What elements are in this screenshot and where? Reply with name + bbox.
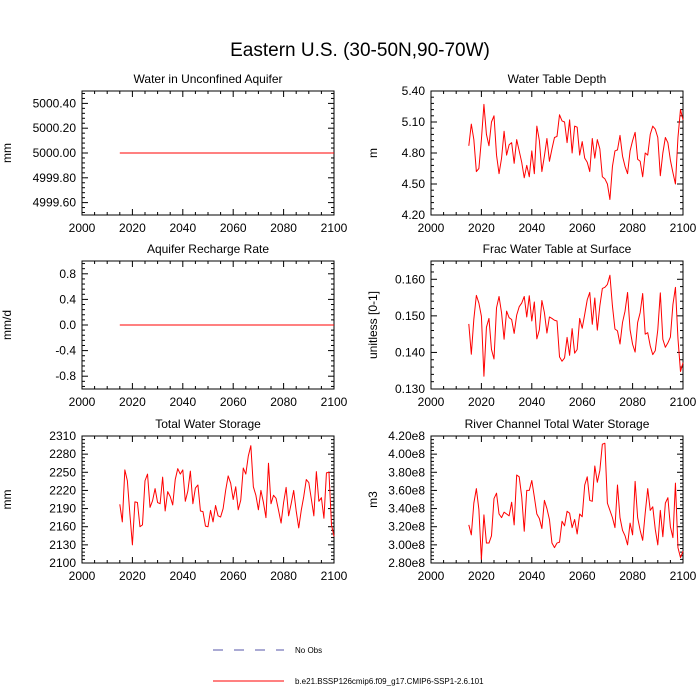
y-tick-label: 3.60e8 — [388, 483, 425, 497]
x-tick-label: 2080 — [270, 569, 297, 583]
x-tick-label: 2040 — [518, 395, 545, 409]
panel-title: Total Water Storage — [155, 417, 261, 431]
y-tick-label: 4999.80 — [33, 171, 77, 185]
y-tick-label: 4.20 — [402, 208, 426, 222]
y-tick-label: 2310 — [49, 429, 76, 443]
y-tick-label: 3.00e8 — [388, 538, 425, 552]
series-line — [468, 274, 684, 377]
y-tick-label: 0.130 — [395, 382, 425, 396]
y-tick-label: 4.50 — [402, 177, 426, 191]
y-tick-label: 0.150 — [395, 309, 425, 323]
legend-series-label: b.e21.BSSP126cmip6.f09_g17.CMIP6-SSP1-2.… — [295, 677, 484, 686]
y-axis-label: unitless [0-1] — [366, 291, 380, 359]
x-tick-label: 2100 — [670, 395, 697, 409]
x-tick-label: 2080 — [619, 221, 646, 235]
panel-title: Frac Water Table at Surface — [483, 242, 632, 256]
y-tick-label: 2280 — [49, 447, 76, 461]
y-tick-label: 0.160 — [395, 272, 425, 286]
y-tick-label: 2100 — [49, 556, 76, 570]
y-tick-label: 2160 — [49, 520, 76, 534]
x-tick-label: 2060 — [569, 395, 596, 409]
x-tick-label: 2060 — [220, 395, 247, 409]
y-axis-label: mm/d — [0, 310, 14, 340]
x-tick-label: 2080 — [619, 569, 646, 583]
x-tick-label: 2000 — [69, 569, 96, 583]
series-line — [468, 442, 684, 560]
x-tick-label: 2000 — [69, 395, 96, 409]
y-tick-label: 0.0 — [59, 318, 76, 332]
legend: No Obs b.e21.BSSP126cmip6.f09_g17.CMIP6-… — [213, 646, 484, 686]
y-tick-label: 4.80 — [402, 146, 426, 160]
y-tick-label: 4999.60 — [33, 196, 77, 210]
y-tick-label: 2250 — [49, 465, 76, 479]
x-tick-label: 2040 — [518, 569, 545, 583]
series-line — [468, 103, 684, 200]
y-axis-label: m3 — [366, 491, 380, 508]
panel-title: Water in Unconfined Aquifer — [134, 72, 283, 86]
x-tick-label: 2080 — [270, 395, 297, 409]
x-tick-label: 2020 — [468, 395, 495, 409]
x-tick-label: 2020 — [468, 569, 495, 583]
y-axis-label: m — [366, 148, 380, 158]
x-tick-label: 2060 — [569, 221, 596, 235]
y-tick-label: 5000.40 — [33, 96, 77, 110]
y-tick-label: -0.4 — [55, 344, 76, 358]
x-tick-label: 2020 — [119, 395, 146, 409]
x-tick-label: 2080 — [270, 221, 297, 235]
x-tick-label: 2100 — [321, 569, 348, 583]
y-tick-label: 5000.20 — [33, 121, 77, 135]
x-tick-label: 2020 — [119, 221, 146, 235]
panel-aquifer-recharge-rate: Aquifer Recharge Rate mm/d 2000 2020 2040 2… — [0, 242, 348, 409]
y-tick-label: 5000.00 — [33, 146, 77, 160]
panel-water-unconfined-aquifer: Water in Unconfined Aquifer mm 2000 2020 2… — [0, 72, 348, 235]
y-tick-label: 0.8 — [59, 267, 76, 281]
y-tick-label: 2190 — [49, 502, 76, 516]
y-tick-label: 5.40 — [402, 84, 426, 98]
panel-title: River Channel Total Water Storage — [465, 417, 650, 431]
x-tick-label: 2040 — [169, 569, 196, 583]
y-tick-label: 4.20e8 — [388, 429, 425, 443]
panel-water-table-depth: Water Table Depth m 2000 2020 2040 2060 2080… — [366, 72, 697, 235]
x-tick-label: 2000 — [69, 221, 96, 235]
panel-title: Aquifer Recharge Rate — [147, 242, 269, 256]
y-tick-label: 0.4 — [59, 292, 76, 306]
plot-frame — [81, 435, 335, 564]
panel-frac-water-table-surface: Frac Water Table at Surface unitless [0-… — [366, 242, 697, 409]
x-tick-label: 2060 — [220, 569, 247, 583]
x-tick-label: 2020 — [468, 221, 495, 235]
y-tick-label: 5.10 — [402, 115, 426, 129]
x-tick-label: 2040 — [169, 221, 196, 235]
legend-no-obs-label: No Obs — [295, 646, 322, 655]
panel-title: Water Table Depth — [508, 72, 607, 86]
panel-river-channel-storage: River Channel Total Water Storage m3 200… — [366, 417, 697, 583]
y-tick-label: 3.20e8 — [388, 520, 425, 534]
panel-total-water-storage: Total Water Storage mm 2000 2020 2040 2060 2… — [0, 417, 348, 583]
y-tick-label: 2220 — [49, 483, 76, 497]
figure-title: Eastern U.S. (30-50N,90-70W) — [230, 40, 490, 61]
x-tick-label: 2060 — [569, 569, 596, 583]
x-tick-label: 2080 — [619, 395, 646, 409]
x-tick-label: 2100 — [321, 395, 348, 409]
x-tick-label: 2040 — [518, 221, 545, 235]
x-tick-label: 2100 — [670, 569, 697, 583]
series-line — [119, 445, 335, 546]
x-tick-label: 2000 — [418, 569, 445, 583]
y-tick-label: 4.00e8 — [388, 447, 425, 461]
y-tick-label: 0.140 — [395, 345, 425, 359]
x-tick-label: 2020 — [119, 569, 146, 583]
y-tick-label: 3.80e8 — [388, 465, 425, 479]
y-axis-label: mm — [0, 490, 14, 510]
x-tick-label: 2000 — [418, 395, 445, 409]
x-tick-label: 2100 — [670, 221, 697, 235]
x-tick-label: 2100 — [321, 221, 348, 235]
y-tick-label: -0.8 — [55, 369, 76, 383]
y-axis-label: mm — [0, 143, 14, 163]
y-tick-label: 3.40e8 — [388, 502, 425, 516]
x-tick-label: 2040 — [169, 395, 196, 409]
x-tick-label: 2060 — [220, 221, 247, 235]
x-tick-label: 2000 — [418, 221, 445, 235]
y-tick-label: 2130 — [49, 538, 76, 552]
y-tick-label: 2.80e8 — [388, 556, 425, 570]
